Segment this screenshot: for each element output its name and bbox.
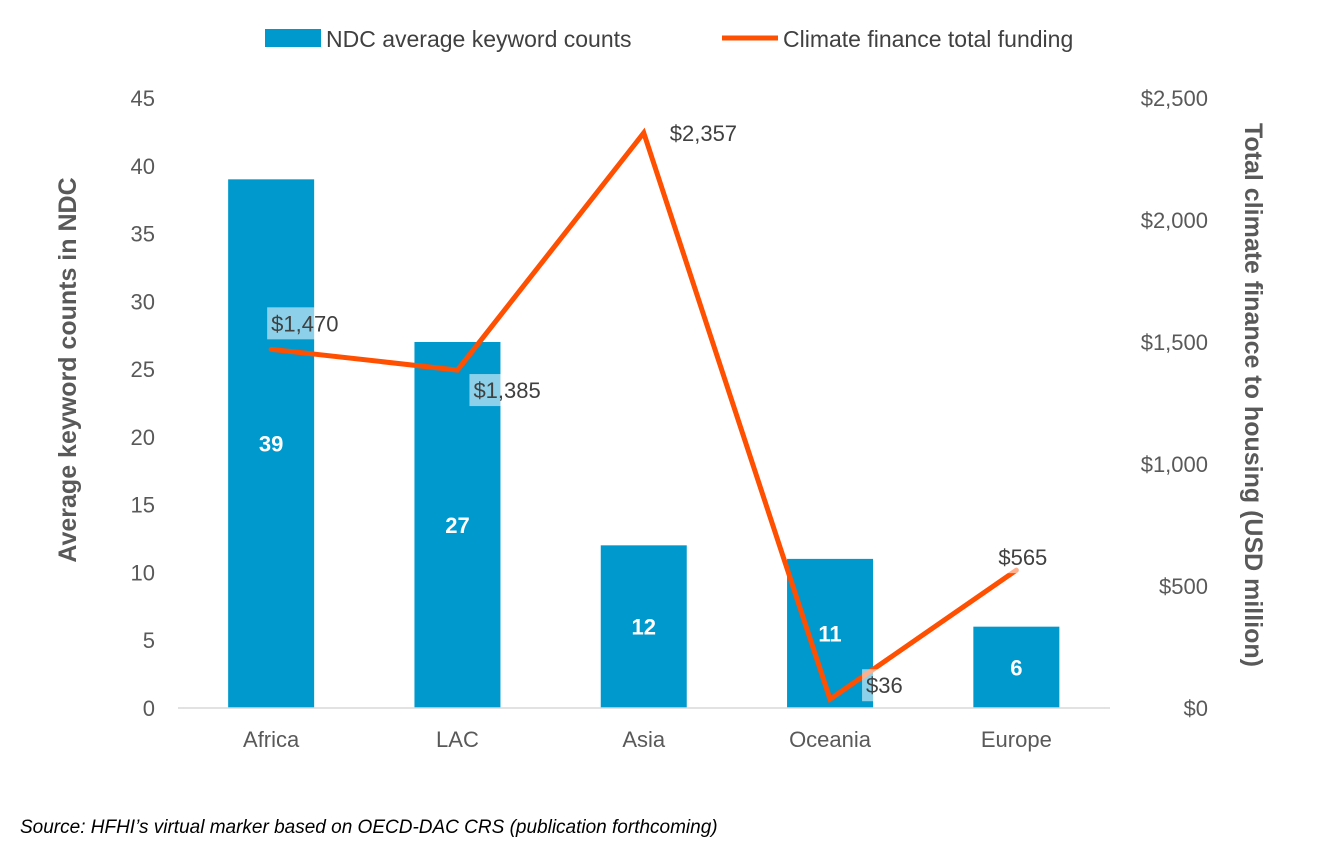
y2-tick-label: $1,000 <box>1141 452 1208 477</box>
y-tick-label: 15 <box>131 493 155 518</box>
line-data-label-bg <box>665 116 749 149</box>
bar-africa <box>228 179 315 709</box>
x-tick-label: Europe <box>981 727 1052 752</box>
bar-data-label: 12 <box>632 615 656 640</box>
legend-label-line: Climate finance total funding <box>783 26 1073 52</box>
line-data-label-bg <box>862 669 908 702</box>
line-data-label: $565 <box>998 545 1047 570</box>
y2-tick-label: $2,500 <box>1141 86 1208 111</box>
y-tick-label: 5 <box>143 628 155 653</box>
line-data-label: $2,357 <box>670 121 737 146</box>
y-tick-label: 35 <box>131 222 155 247</box>
legend-swatch-bar <box>265 29 321 47</box>
bar-data-label: 39 <box>259 432 283 457</box>
line-data-label: $1,385 <box>473 378 540 403</box>
y2-tick-label: $1,500 <box>1141 330 1208 355</box>
line-data-label: $36 <box>866 673 903 698</box>
y-tick-label: 20 <box>131 425 155 450</box>
legend-label-bar: NDC average keyword counts <box>326 26 632 52</box>
y2-tick-label: $0 <box>1184 696 1208 721</box>
y-tick-label: 0 <box>143 696 155 721</box>
bar-data-label: 11 <box>818 621 841 646</box>
y-tick-label: 25 <box>131 357 155 382</box>
y-tick-label: 40 <box>131 154 155 179</box>
line-series <box>268 127 1019 704</box>
x-tick-label: Asia <box>622 727 666 752</box>
y2-tick-label: $500 <box>1159 574 1208 599</box>
line-data-label-bg <box>267 307 351 340</box>
line-data-label: $1,470 <box>271 311 338 336</box>
y2-tick-label: $2,000 <box>1141 208 1208 233</box>
bar-oceania <box>787 558 874 708</box>
y-tick-label: 10 <box>131 560 155 585</box>
y2-axis-label: Total climate finance to housing (USD mi… <box>1239 123 1267 667</box>
bar-data-label: 27 <box>445 513 469 538</box>
x-tick-label: LAC <box>436 727 479 752</box>
y-tick-label: 30 <box>131 289 155 314</box>
source-note: Source: HFHI’s virtual marker based on O… <box>20 817 718 838</box>
bar-data-label: 6 <box>1010 655 1022 680</box>
bar-asia <box>600 545 687 708</box>
x-tick-label: Africa <box>243 727 300 752</box>
y-axis-label: Average keyword counts in NDC <box>54 177 82 562</box>
x-tick-label: Oceania <box>789 727 872 752</box>
legend: NDC average keyword counts Climate finan… <box>265 26 1073 52</box>
y-tick-label: 45 <box>131 86 155 111</box>
line-data-label-bg <box>469 374 553 407</box>
bar-europe <box>973 626 1060 708</box>
line-data-label-bg <box>994 541 1053 574</box>
